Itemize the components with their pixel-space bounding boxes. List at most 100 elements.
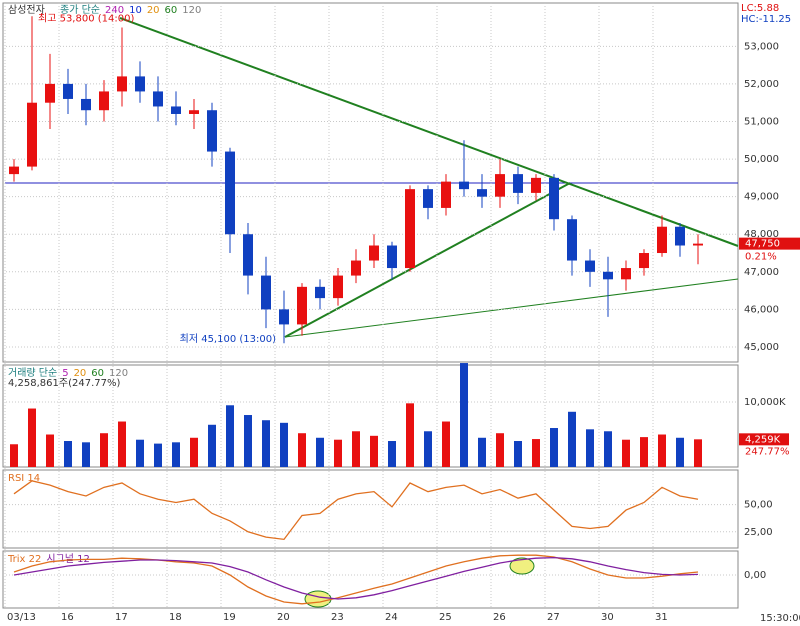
- volume-bar: [658, 434, 666, 467]
- series-line: [13, 480, 699, 541]
- candle-body: [171, 106, 181, 114]
- legend-item: Trix 22: [7, 554, 41, 565]
- volume-bar: [82, 442, 90, 467]
- volume-bar: [172, 442, 180, 467]
- series-line: [13, 554, 699, 605]
- candle-body: [333, 275, 343, 299]
- volume-bar: [496, 433, 504, 467]
- candle-body: [117, 76, 127, 92]
- series-line: [13, 556, 699, 600]
- low-annotation: 최저 45,100 (13:00): [180, 333, 276, 345]
- trend-line: [284, 182, 571, 338]
- legend-title: 거래량 단순: [8, 367, 57, 379]
- legend-item: 10: [129, 5, 142, 16]
- candle-body: [81, 98, 91, 111]
- y-tick-label: 50,00: [744, 500, 773, 511]
- candle-body: [639, 253, 649, 269]
- x-tick-label: 18: [169, 612, 182, 623]
- candle-body: [27, 102, 37, 167]
- legend-item: 시그널 12: [46, 553, 90, 565]
- legend-item: 120: [109, 368, 128, 379]
- volume-bar: [370, 435, 378, 467]
- candle-body: [189, 110, 199, 114]
- trend-lines: [5, 17, 739, 338]
- volume-bar: [568, 411, 576, 467]
- candle-body: [477, 189, 487, 197]
- candle-body: [261, 275, 271, 310]
- candle-body: [297, 286, 307, 325]
- x-tick-label: 19: [223, 612, 236, 623]
- trend-line: [284, 278, 739, 338]
- volume-bar: [118, 421, 126, 467]
- candle-body: [495, 174, 505, 197]
- volume-bar: [352, 431, 360, 467]
- volume-subtitle: 4,258,861주(247.77%): [8, 378, 120, 389]
- volume-bar: [298, 433, 306, 467]
- stock-name: 삼성전자: [8, 4, 45, 16]
- candle-body: [99, 91, 109, 111]
- candle-body: [369, 245, 379, 261]
- candle-body: [567, 219, 577, 261]
- candle-body: [351, 260, 361, 276]
- hc: HC:-11.25: [741, 14, 791, 25]
- volume-bar: [28, 408, 36, 467]
- candle-body: [549, 177, 559, 220]
- x-tick-label: 24: [385, 612, 398, 623]
- y-tick-label: 48,000: [744, 229, 779, 240]
- rsi-panel: [2, 469, 739, 549]
- legend-item: RSI 14: [8, 473, 40, 484]
- candle-body: [459, 181, 469, 190]
- candle-body: [135, 76, 145, 92]
- last-price: 47,750: [745, 239, 780, 250]
- candle-body: [387, 245, 397, 269]
- candle-body: [279, 309, 289, 325]
- y-tick-label: 10,000K: [744, 397, 786, 408]
- x-tick-label: 03/13: [7, 612, 36, 623]
- candle-body: [207, 110, 217, 152]
- x-tick-label: 20: [277, 612, 290, 623]
- cross-marker: [509, 557, 535, 575]
- y-tick-label: 45,000: [744, 342, 779, 353]
- candle-body: [45, 83, 55, 103]
- volume-bar: [226, 405, 234, 467]
- candle-body: [423, 189, 433, 208]
- volume-bar: [208, 424, 216, 467]
- candle-body: [153, 91, 163, 107]
- candle-body: [603, 271, 613, 280]
- candle-body: [657, 226, 667, 254]
- volume-bar: [604, 431, 612, 467]
- y-tick-label: 47,000: [744, 267, 779, 278]
- volume-bar: [100, 433, 108, 467]
- legend-item: 240: [105, 5, 124, 16]
- volume-bar: [10, 444, 18, 467]
- y-tick-label: 50,000: [744, 154, 779, 165]
- candle-body: [243, 234, 253, 276]
- last-price-box: [739, 237, 800, 250]
- candle-body: [693, 243, 703, 246]
- volume-bar: [316, 437, 324, 467]
- legend-item: 5: [62, 368, 68, 379]
- y-tick-label: 25,00: [744, 527, 773, 538]
- candle-body: [585, 260, 595, 272]
- y-tick-label: 51,000: [744, 116, 779, 127]
- lc: LC:5.88: [741, 3, 779, 14]
- volume-bar: [640, 437, 648, 467]
- legend-item: 60: [165, 5, 178, 16]
- volume-bar: [64, 441, 72, 467]
- volume-bar: [676, 437, 684, 467]
- legend-item: 60: [91, 368, 104, 379]
- x-tick-label: 25: [439, 612, 452, 623]
- last-volume: 4,259K: [745, 434, 781, 445]
- change: 0.21%: [745, 252, 777, 263]
- x-tick-label: 30: [601, 612, 614, 623]
- candle-body: [675, 226, 685, 246]
- candle-body: [405, 189, 415, 269]
- volume-bar: [460, 363, 468, 467]
- legend-item: 120: [182, 5, 201, 16]
- y-tick-label: 52,000: [744, 79, 779, 90]
- candle-body: [63, 83, 73, 99]
- volume-bar: [262, 420, 270, 467]
- last-volume-box: [739, 433, 789, 446]
